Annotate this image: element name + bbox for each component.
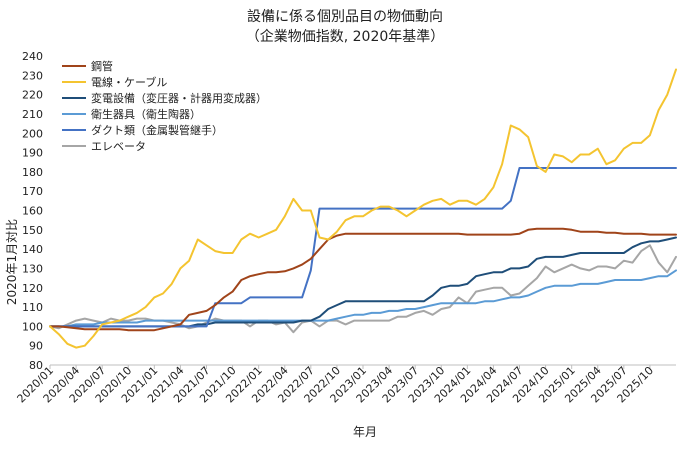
y-tick-label: 170 [22,185,43,198]
y-tick-label: 210 [22,108,43,121]
y-axis: 80 90 100 110 120 130 140 150 160 170 180 190 200 210… [22,50,43,372]
y-tick-label: 200 [22,127,43,140]
series-line-2 [49,236,677,328]
series-layer [49,68,677,349]
legend-entry: 電線・ケーブル [91,75,167,89]
legend-entry: ダクト類（金属製管継手） [91,123,223,137]
y-tick-label: 180 [22,166,43,179]
y-tick-label: 190 [22,147,43,160]
y-tick-label: 230 [22,69,43,82]
series-line-0 [49,227,677,332]
chart-subtitle: （企業物価指数, 2020年基準） [245,29,445,45]
y-axis-label: 2020年1月対比 [5,219,19,305]
y-tick-label: 80 [29,359,43,372]
series-line-3 [49,269,677,328]
chart-title: 設備に係る個別品目の物価動向 [247,9,443,25]
legend-entry: 変電設備（変圧器・計器用変成器） [91,91,267,105]
y-tick-label: 220 [22,89,43,102]
y-tick-label: 110 [22,301,43,314]
y-tick-label: 160 [22,205,43,218]
legend-entry: エレベータ [91,140,146,153]
y-tick-label: 140 [22,243,43,256]
series-line-1 [49,68,677,349]
series-line-5 [49,244,677,334]
y-tick-label: 130 [22,262,43,275]
y-tick-label: 150 [22,224,43,237]
y-tick-label: 90 [29,340,43,353]
legend-entry: 衛生器具（衛生陶器） [91,107,201,121]
legend-entry: 鋼管 [91,59,113,73]
y-tick-label: 120 [22,282,43,295]
y-tick-label: 100 [22,320,43,333]
x-axis: 2020/012020/042020/072020/102021/012021/… [15,364,676,405]
x-axis-label: 年月 [353,425,377,439]
series-line-4 [49,167,677,328]
y-tick-label: 240 [22,50,43,63]
